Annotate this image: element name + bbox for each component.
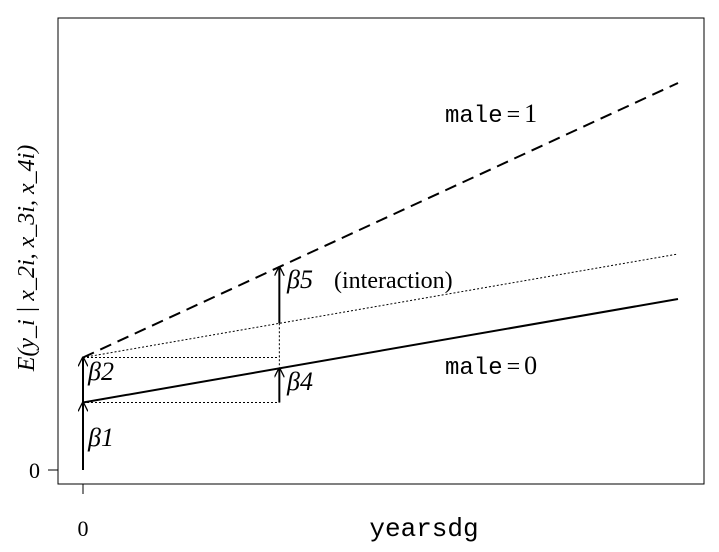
label-male-0-val: 0 bbox=[524, 351, 537, 380]
plot-frame bbox=[57, 17, 705, 485]
series-line-reference bbox=[82, 253, 679, 358]
x-tick-label: 0 bbox=[78, 516, 89, 541]
label-male-0: male = 0 bbox=[445, 351, 537, 382]
label-male-1-var: male bbox=[445, 103, 503, 130]
y-axis-label: E(y_i | x_2i, x_3i, x_4i) bbox=[14, 145, 40, 373]
label-male-0-eq: = bbox=[507, 354, 521, 380]
label-beta-4: β4 bbox=[286, 367, 313, 396]
label-beta-1: β1 bbox=[87, 423, 114, 452]
label-interaction: (interaction) bbox=[334, 268, 453, 294]
x-axis-label: yearsdg bbox=[369, 514, 478, 544]
series-line-male-0 bbox=[82, 298, 679, 404]
y-tick-label: 0 bbox=[29, 458, 40, 483]
label-male-0-var: male bbox=[445, 355, 503, 382]
label-male-1-val: 1 bbox=[524, 99, 537, 128]
label-beta-5: β5 bbox=[286, 265, 313, 294]
label-male-1: male = 1 bbox=[445, 99, 537, 130]
label-male-1-eq: = bbox=[507, 102, 521, 128]
label-beta-2: β2 bbox=[87, 357, 114, 386]
series-line-male-1 bbox=[82, 82, 679, 359]
